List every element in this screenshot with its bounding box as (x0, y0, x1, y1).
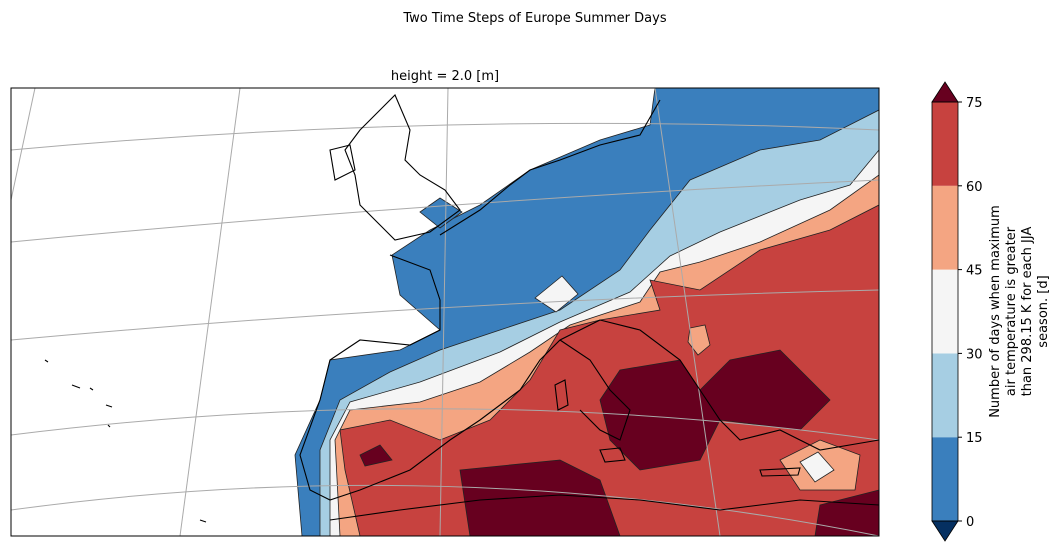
colorbar-tick-label: 75 (966, 96, 983, 111)
colorbar-label-line: air temperature is greater (1004, 226, 1019, 396)
colorbar-tick-label: 0 (966, 515, 974, 530)
contour-region (359, 444, 393, 467)
map-subtitle: height = 2.0 [m] (391, 69, 499, 84)
map-frame (10, 87, 880, 537)
contour-region (814, 489, 879, 536)
contour-region (339, 204, 879, 536)
colorbar: 0 15 30 45 60 75 (931, 81, 983, 542)
colorbar-tick-label: 60 (966, 180, 983, 195)
colorbar-tick-label: 15 (966, 431, 983, 446)
contour-region (534, 275, 579, 313)
coastlines (44, 94, 879, 523)
colorbar-label: Number of days when maximum air temperatu… (988, 205, 1051, 418)
colorbar-under-arrow (931, 520, 959, 542)
colorbar-band (932, 353, 958, 438)
colorbar-band (932, 102, 958, 186)
figure-title: Two Time Steps of Europe Summer Days (402, 11, 666, 26)
contour-region (687, 324, 711, 356)
colorbar-tick-label: 45 (966, 264, 983, 279)
colorbar-band (932, 185, 958, 270)
map (11, 88, 879, 536)
colorbar-over-arrow (931, 81, 959, 103)
colorbar-frame (931, 101, 959, 522)
colorbar-label-line: season. [d] (1036, 275, 1051, 347)
graticule (11, 88, 879, 536)
colorbar-label-line: Number of days when maximum (988, 205, 1003, 418)
colorbar-label-line: than 298.15 K for each JJA (1020, 227, 1035, 397)
colorbar-band (932, 437, 958, 521)
contour-region (799, 451, 835, 483)
contour-region (459, 459, 621, 536)
colorbar-tick-label: 30 (966, 347, 983, 362)
colorbar-band (932, 269, 958, 354)
